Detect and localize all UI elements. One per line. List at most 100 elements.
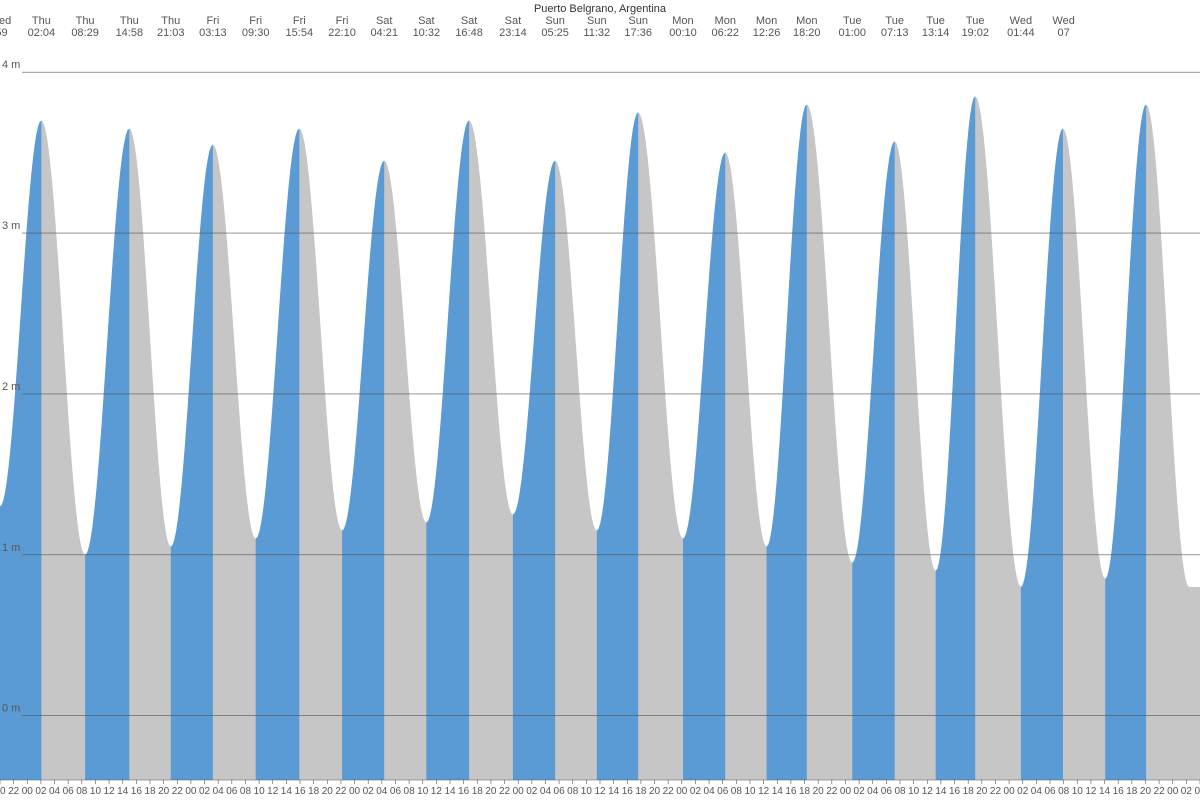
top-time-label: 13:14 (922, 27, 950, 39)
top-time-label: 00:10 (669, 27, 697, 39)
top-day-label: Sun (545, 15, 565, 27)
x-hour-label: 14 (608, 786, 620, 797)
x-hour-label: 06 (63, 786, 75, 797)
x-hour-label: 14 (1099, 786, 1111, 797)
x-hour-label: 14 (117, 786, 129, 797)
x-hour-label: 00 (22, 786, 34, 797)
x-hour-label: 06 (881, 786, 893, 797)
x-hour-label: 04 (867, 786, 879, 797)
x-hour-label: 18 (472, 786, 484, 797)
x-hour-label: 18 (144, 786, 156, 797)
top-day-label: Thu (76, 15, 95, 27)
x-hour-label: 00 (840, 786, 852, 797)
top-day-label: Fri (336, 15, 349, 27)
x-hour-label: 18 (308, 786, 320, 797)
x-hour-label: 20 (322, 786, 334, 797)
x-hour-label: 08 (76, 786, 88, 797)
top-time-label: 05:25 (541, 27, 569, 39)
x-hour-label: 14 (935, 786, 947, 797)
top-time-label: 03:13 (199, 27, 227, 39)
tide-area-front (256, 128, 300, 780)
x-hour-label: 10 (417, 786, 429, 797)
top-day-label: Fri (249, 15, 262, 27)
top-time-label: 06:22 (711, 27, 739, 39)
top-day-label: Mon (672, 15, 693, 27)
x-hour-label: 22 (663, 786, 675, 797)
x-hour-label: 00 (349, 786, 361, 797)
tide-area-front (936, 96, 976, 780)
top-day-label: Sat (376, 15, 393, 27)
top-time-label: 01:44 (1007, 27, 1035, 39)
x-hour-label: 12 (431, 786, 443, 797)
x-hour-label: 22 (172, 786, 184, 797)
top-time-label: 22:10 (328, 27, 356, 39)
x-hour-label: 22 (826, 786, 838, 797)
x-hour-label: 20 (649, 786, 661, 797)
top-day-label: Sat (418, 15, 435, 27)
x-hour-label: 12 (594, 786, 606, 797)
x-hour-label: 20 (0, 786, 6, 797)
top-time-label: 04:21 (370, 27, 398, 39)
top-day-label: Fri (293, 15, 306, 27)
x-hour-label: 00 (1004, 786, 1016, 797)
y-axis-label: 0 m (2, 703, 20, 715)
x-hour-label: 20 (813, 786, 825, 797)
x-hour-label: 02 (35, 786, 47, 797)
y-axis-label: 3 m (2, 220, 20, 232)
top-time-label: 16:48 (455, 27, 483, 39)
tide-chart: 0 m1 m2 m3 m4 m2022000204060810121416182… (0, 0, 1200, 800)
x-hour-label: 22 (8, 786, 20, 797)
x-hour-label: 20 (485, 786, 497, 797)
x-hour-label: 06 (717, 786, 729, 797)
x-hour-label: 12 (922, 786, 934, 797)
x-hour-label: 10 (908, 786, 920, 797)
top-time-label: 23:14 (499, 27, 527, 39)
tide-area-front (597, 112, 638, 780)
x-hour-label: 04 (704, 786, 716, 797)
x-hour-label: 02 (854, 786, 866, 797)
tide-area-front (85, 128, 129, 780)
x-hour-label: 22 (335, 786, 347, 797)
x-hour-label: 00 (513, 786, 525, 797)
x-hour-label: 06 (554, 786, 566, 797)
x-hour-label: 14 (281, 786, 293, 797)
top-day-label: Mon (796, 15, 817, 27)
x-hour-label: 02 (1017, 786, 1029, 797)
x-hour-label: 08 (1058, 786, 1070, 797)
x-hour-label: 08 (240, 786, 252, 797)
top-day-label: Sat (505, 15, 522, 27)
top-time-label: 15:54 (286, 27, 314, 39)
top-time-label: 07:13 (881, 27, 909, 39)
tide-area-front (513, 161, 555, 780)
x-hour-label: 10 (744, 786, 756, 797)
tide-area-front (852, 141, 894, 780)
x-hour-label: 04 (1194, 786, 1200, 797)
x-hour-label: 12 (1085, 786, 1097, 797)
y-axis-label: 1 m (2, 542, 20, 554)
top-day-label: Mon (756, 15, 777, 27)
x-hour-label: 18 (635, 786, 647, 797)
x-hour-label: 16 (294, 786, 306, 797)
x-hour-label: 16 (622, 786, 634, 797)
x-hour-label: 22 (1154, 786, 1166, 797)
x-hour-label: 04 (376, 786, 388, 797)
top-day-label: Wed (0, 15, 11, 27)
y-axis-label: 4 m (2, 59, 20, 71)
x-hour-label: 16 (131, 786, 143, 797)
top-time-label: 07 (1058, 27, 1070, 39)
x-hour-label: 18 (1126, 786, 1138, 797)
x-hour-label: 04 (213, 786, 225, 797)
x-hour-label: 00 (185, 786, 197, 797)
x-hour-label: 16 (1113, 786, 1125, 797)
top-day-label: Mon (715, 15, 736, 27)
top-time-label: 10:32 (413, 27, 441, 39)
x-hour-label: 00 (676, 786, 688, 797)
x-hour-label: 02 (363, 786, 375, 797)
x-hour-label: 16 (949, 786, 961, 797)
x-hour-label: 14 (772, 786, 784, 797)
top-day-label: Sun (587, 15, 607, 27)
x-hour-label: 04 (540, 786, 552, 797)
x-hour-label: 02 (1181, 786, 1193, 797)
x-hour-label: 10 (254, 786, 266, 797)
top-day-label: Thu (120, 15, 139, 27)
